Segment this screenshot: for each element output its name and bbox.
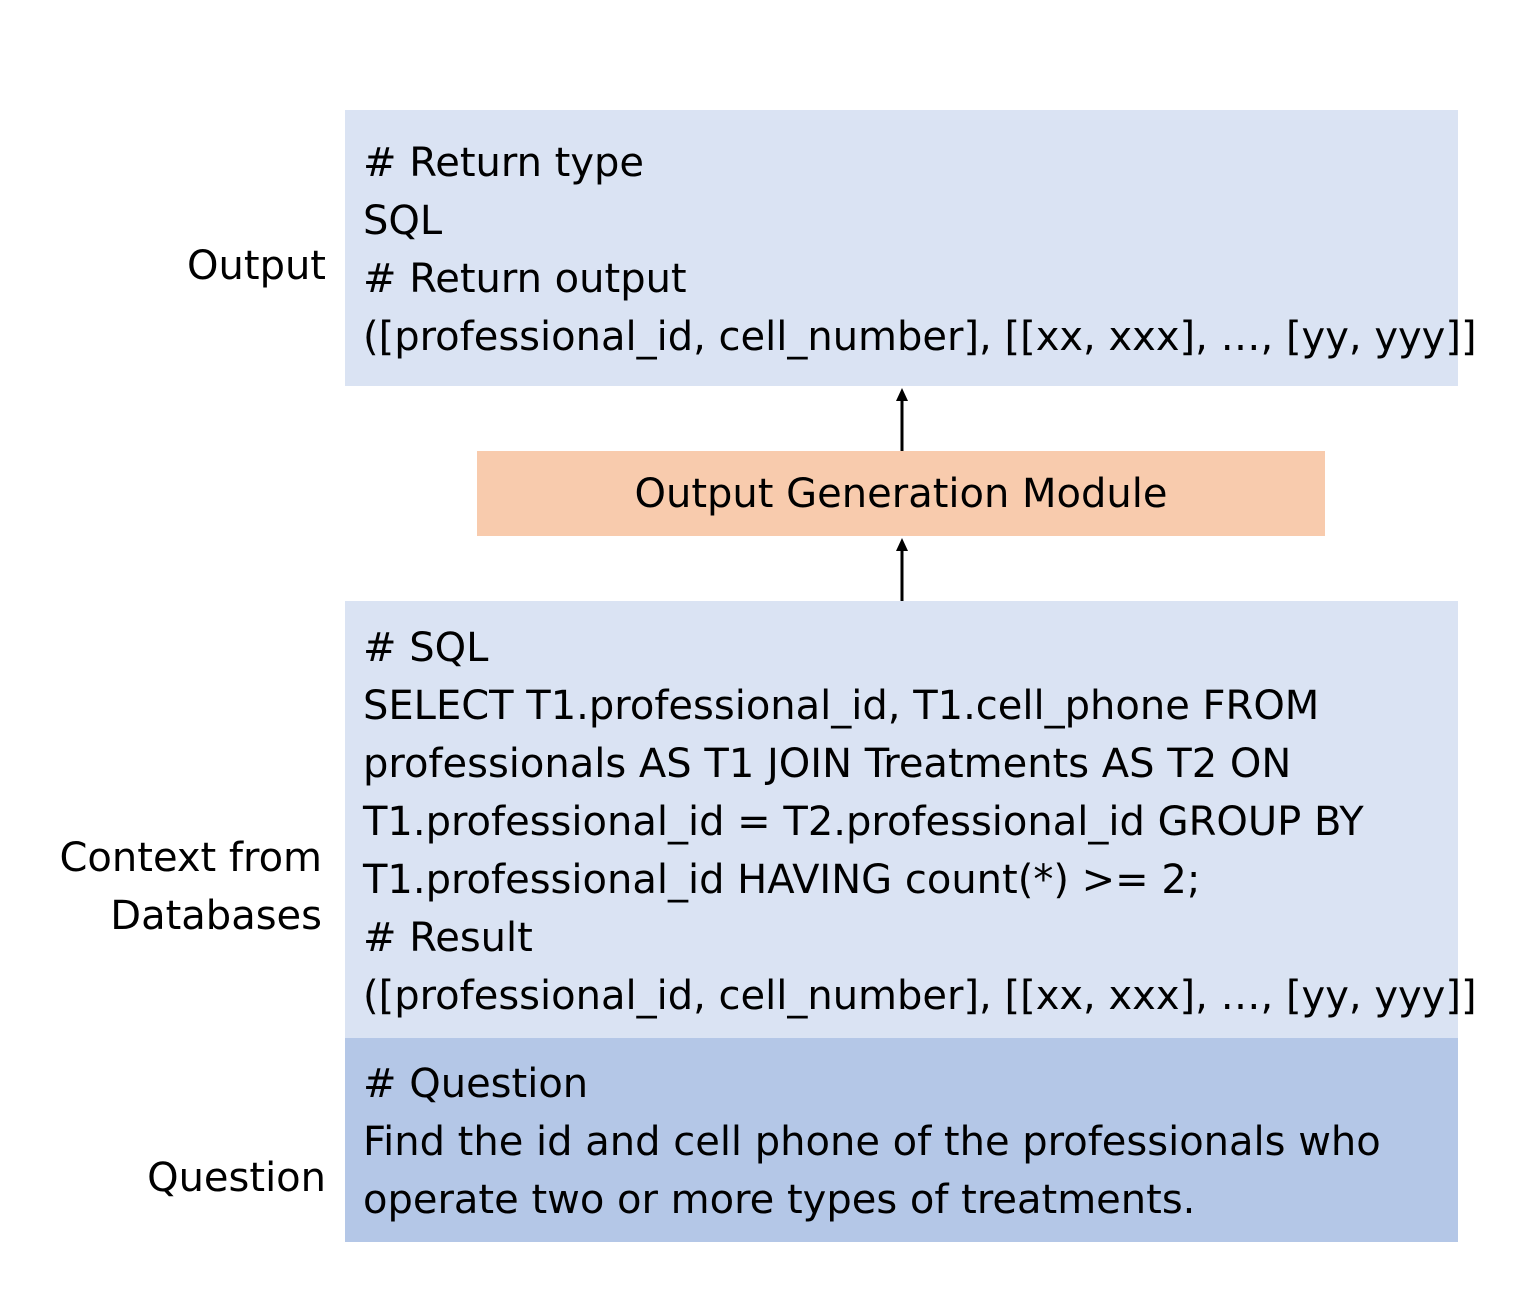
module-label: Output Generation Module xyxy=(634,470,1168,517)
output-line: SQL xyxy=(363,198,443,244)
output-box: # Return type SQL # Return output ([prof… xyxy=(345,110,1477,386)
context-line: ([professional_id, cell_number], [[xx, x… xyxy=(363,973,1477,1019)
output-line: # Return output xyxy=(363,256,687,302)
context-line: T1.professional_id HAVING count(*) >= 2; xyxy=(363,857,1201,903)
context-label: Context from Databases xyxy=(60,829,323,945)
output-line: # Return type xyxy=(363,140,645,186)
question-box: # Question Find the id and cell phone of… xyxy=(345,1038,1458,1242)
context-label-line1: Context from xyxy=(59,835,323,881)
context-label-line2: Databases xyxy=(110,893,322,939)
context-line: T1.professional_id = T2.professional_id … xyxy=(363,799,1364,845)
output-generation-module: Output Generation Module xyxy=(477,451,1325,536)
arrow-up-icon xyxy=(896,388,908,452)
arrow-up-icon xyxy=(896,538,908,602)
context-line: SELECT T1.professional_id, T1.cell_phone… xyxy=(363,683,1320,729)
context-box: # SQL SELECT T1.professional_id, T1.cell… xyxy=(345,601,1477,1038)
question-line: # Question xyxy=(363,1061,589,1107)
output-line: ([professional_id, cell_number], [[xx, x… xyxy=(363,314,1477,360)
output-label: Output xyxy=(187,243,326,289)
context-line: professionals AS T1 JOIN Treatments AS T… xyxy=(363,741,1292,787)
question-label: Question xyxy=(147,1155,326,1201)
question-line: Find the id and cell phone of the profes… xyxy=(363,1119,1381,1165)
context-line: # Result xyxy=(363,915,533,961)
question-line: operate two or more types of treatments. xyxy=(363,1177,1196,1223)
context-line: # SQL xyxy=(363,625,489,671)
